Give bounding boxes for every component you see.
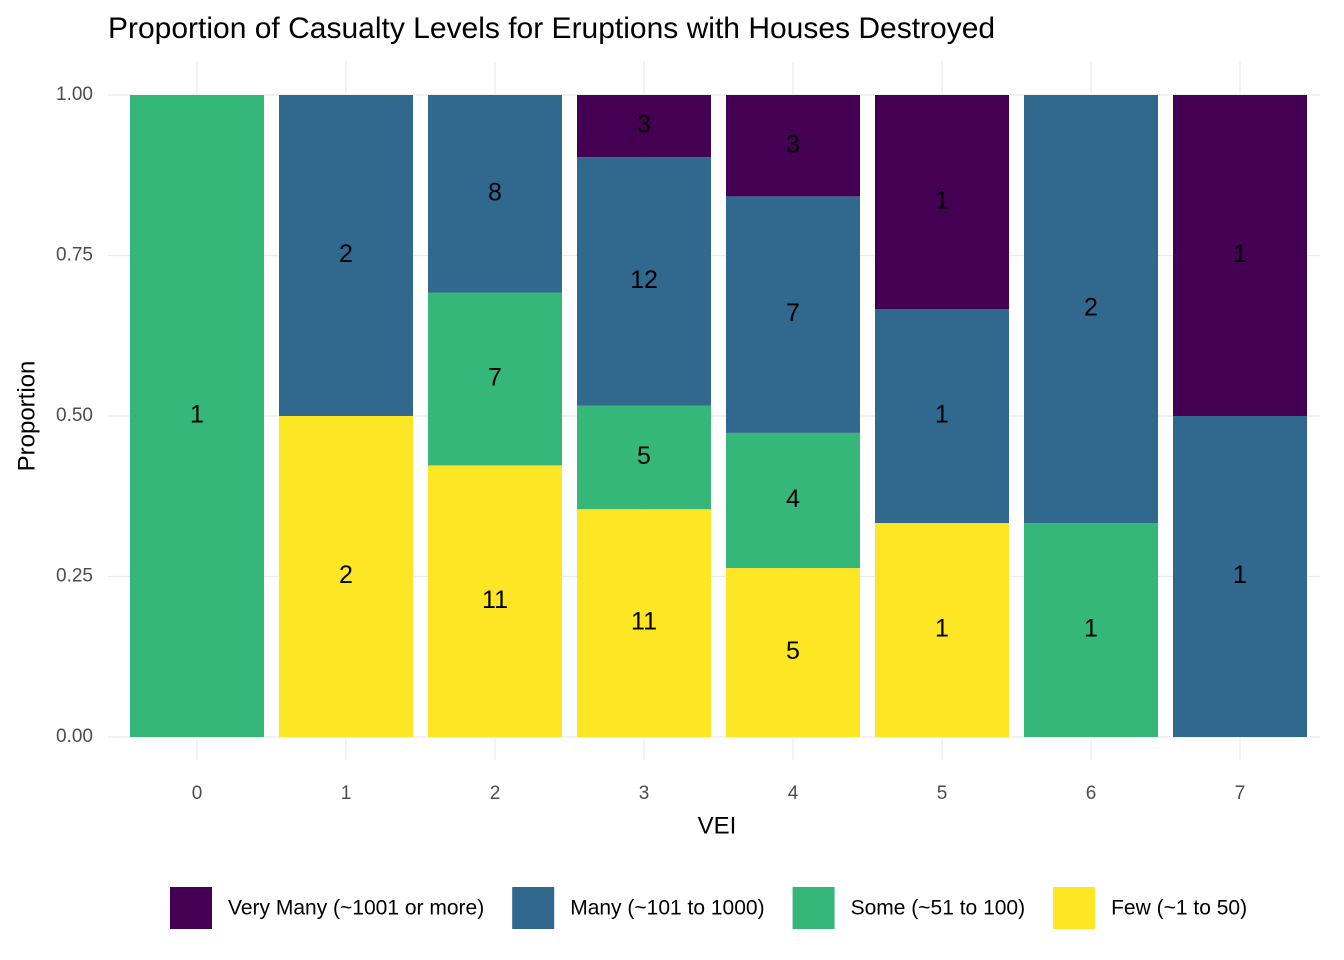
data-label: 1 [1084,615,1098,643]
data-label: 3 [786,130,800,158]
bar-segment [875,309,1009,523]
bar-segment [130,95,264,737]
x-tick-label: 2 [490,783,501,804]
x-tick-label: 5 [937,783,948,804]
legend-label: Very Many (~1001 or more) [228,897,484,920]
bar-segment [428,95,562,293]
x-tick-label: 4 [788,783,799,804]
bar-segment [577,405,711,510]
bar-segment [279,95,413,416]
legend-swatch [792,887,835,929]
bar-segment [577,95,711,158]
bar-segment [279,416,413,737]
legend-swatch [512,887,555,929]
data-label: 1 [935,615,949,643]
data-label: 5 [786,637,800,665]
data-label: 1 [190,401,204,429]
data-label: 1 [935,187,949,215]
data-label: 5 [637,442,651,470]
bar-segment [577,509,711,737]
x-tick-label: 1 [341,783,352,804]
bar-segment [726,196,860,433]
data-label: 1 [1233,240,1247,268]
bar-segment [726,568,860,737]
data-label: 11 [482,586,508,614]
data-label: 8 [488,178,502,206]
x-tick-label: 7 [1235,783,1246,804]
legend-label: Some (~51 to 100) [851,897,1026,920]
x-tick-label: 6 [1086,783,1097,804]
bar-segment [726,95,860,197]
bar-segment [875,95,1009,309]
data-label: 11 [631,608,657,636]
data-label: 2 [1084,294,1098,322]
x-tick-label: 3 [639,783,650,804]
data-label: 12 [630,266,658,294]
bar-segment [428,292,562,466]
chart-title: Proportion of Casualty Levels for Erupti… [108,12,995,45]
data-label: 3 [637,111,651,139]
data-label: 7 [488,364,502,392]
y-tick-label: 1.00 [56,84,93,105]
data-label: 1 [1233,561,1247,589]
bar-segment [1024,95,1158,523]
bar-segment [1024,523,1158,737]
legend-swatch [170,887,212,929]
bar-segment [428,465,562,737]
y-tick-label: 0.75 [56,245,93,266]
bar-segment [577,157,711,406]
bar-segment [1173,95,1307,416]
x-tick-label: 0 [192,783,203,804]
data-label: 2 [339,561,353,589]
x-axis-title: VEI [698,812,737,839]
data-label: 1 [935,401,949,429]
legend-swatch [1053,887,1096,929]
legend-label: Many (~101 to 1000) [570,897,764,920]
y-tick-label: 0.00 [56,726,93,747]
legend-label: Few (~1 to 50) [1111,897,1247,920]
data-label: 2 [339,240,353,268]
y-axis-title: Proportion [13,361,40,472]
bar-segment [1173,416,1307,737]
data-label: 7 [786,299,800,327]
y-tick-label: 0.50 [56,405,93,426]
y-tick-label: 0.25 [56,566,93,587]
bar-segment [875,523,1009,737]
data-label: 4 [786,485,800,513]
bar-segment [726,432,860,569]
